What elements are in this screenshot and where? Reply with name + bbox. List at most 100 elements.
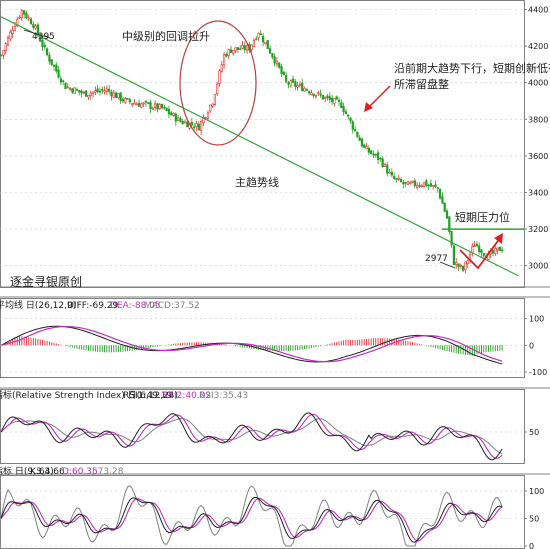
candle-body — [441, 196, 444, 204]
candle-body — [275, 60, 279, 65]
candle-body — [73, 87, 76, 94]
macd-tick-label: -100 — [529, 368, 547, 377]
rsi3-line — [0, 418, 503, 455]
candle-body — [34, 25, 37, 29]
candle-body — [340, 102, 343, 108]
candle-body — [239, 48, 242, 51]
candle-body — [374, 153, 377, 156]
macd-dea-line — [0, 325, 503, 363]
candle-body — [273, 56, 276, 64]
candle-body — [404, 182, 407, 184]
kdj-legend-k: K:64.66 — [30, 467, 65, 477]
candle-body — [128, 99, 131, 103]
candle-body — [158, 104, 161, 109]
candle-body — [324, 96, 327, 99]
candle-body — [222, 54, 226, 66]
price-tick-label: 3600 — [528, 152, 548, 161]
candle-body — [101, 89, 104, 91]
candle-body — [46, 48, 49, 56]
candle-body — [266, 40, 269, 50]
candle-body — [245, 45, 249, 51]
candle-body — [66, 86, 69, 89]
candle-body — [330, 97, 334, 103]
candle-body — [131, 103, 134, 105]
candle-body — [439, 188, 442, 199]
kdj-d-line — [0, 497, 503, 542]
candle-body — [386, 164, 389, 174]
candle-body — [434, 184, 437, 187]
rebound-arrow — [459, 237, 501, 270]
candle-body — [252, 40, 256, 47]
rebound-circle — [179, 20, 257, 146]
candle-body — [0, 54, 3, 57]
candle-body — [213, 94, 216, 105]
main-trend-line — [0, 16, 519, 277]
candle-body — [179, 118, 182, 122]
price-tick-label: 4200 — [528, 42, 548, 51]
kdj-j-line — [0, 485, 503, 547]
candle-body — [335, 96, 338, 100]
candle-body — [303, 88, 306, 92]
candle-body — [255, 38, 258, 41]
candle-body — [241, 44, 244, 49]
candle-body — [308, 91, 311, 94]
candle-body — [478, 245, 481, 252]
candle-body — [250, 44, 253, 51]
candle-body — [349, 117, 352, 122]
kdj-legend-d: D:60.35 — [62, 467, 98, 477]
candle-body — [48, 54, 51, 62]
candle-body — [397, 178, 400, 180]
candle-body — [257, 33, 260, 38]
candle-body — [436, 187, 439, 189]
candle-body — [287, 82, 290, 85]
candle-body — [140, 103, 143, 108]
candle-body — [195, 123, 198, 128]
candle-body — [393, 176, 396, 179]
candle-body — [459, 264, 462, 267]
candle-body — [121, 98, 125, 102]
candle-body — [280, 66, 283, 74]
kdj-panel: 随机指标 日(9,3,3) K:64.66 D:60.35 J:73.28 10… — [0, 465, 550, 549]
candle-body — [496, 247, 499, 251]
candle-body — [18, 16, 21, 19]
rsi2-line — [0, 413, 503, 459]
price-tick-label: 3400 — [528, 188, 548, 197]
candle-body — [11, 29, 14, 34]
candle-body — [89, 92, 92, 96]
candle-body — [160, 103, 164, 109]
candle-body — [199, 121, 203, 131]
candle-body — [360, 138, 364, 147]
candle-body — [427, 184, 430, 187]
candle-body — [285, 75, 288, 82]
trend-line-annotation: 主趋势线 — [235, 175, 279, 189]
candle-body — [298, 84, 302, 86]
candle-body — [165, 107, 168, 112]
candle-body — [209, 104, 212, 112]
candle-body — [78, 90, 81, 93]
candle-body — [154, 103, 157, 108]
candle-body — [55, 64, 58, 72]
kdj-tick-label: 50 — [529, 515, 539, 524]
candle-body — [282, 71, 285, 75]
kdj-legend-j: J:73.28 — [91, 467, 124, 477]
candle-body — [473, 245, 476, 248]
candle-body — [137, 102, 141, 107]
watermark-text: 逐金寻银原创 — [10, 274, 82, 289]
candle-body — [96, 88, 99, 93]
candle-body — [170, 112, 173, 116]
candle-body — [4, 43, 7, 51]
candle-body — [367, 147, 370, 153]
candle-body — [126, 98, 129, 100]
candle-body — [264, 41, 267, 45]
candle-body — [27, 17, 30, 20]
candle-body — [190, 122, 194, 126]
candle-body — [347, 114, 350, 117]
candle-body — [379, 157, 382, 160]
candle-body — [337, 99, 341, 102]
price-tick-label: 3000 — [528, 262, 548, 271]
candle-body — [20, 9, 23, 19]
candle-body — [425, 180, 428, 187]
candle-body — [411, 180, 414, 183]
candle-body — [181, 121, 184, 124]
candle-body — [25, 12, 28, 19]
